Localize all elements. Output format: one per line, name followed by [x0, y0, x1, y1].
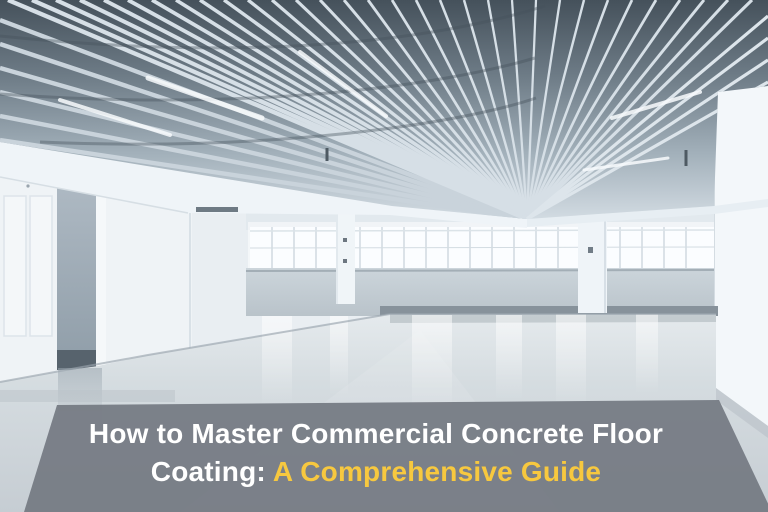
- ceiling-slat: [199, 0, 528, 219]
- floor-base-reflection: [390, 314, 716, 323]
- right-wall-base-shadow: [716, 388, 768, 438]
- ceiling-slat: [525, 14, 768, 219]
- ceiling-cross-rails: [0, 4, 546, 146]
- ceiling-slat: [525, 0, 538, 219]
- right-wall-bright-face: [714, 84, 768, 470]
- ceiling-slat: [510, 0, 529, 219]
- window-pillar-center: [578, 208, 607, 313]
- ceiling-slat: [127, 0, 528, 219]
- ceiling-slat: [0, 137, 528, 219]
- title-text: How to Master Commercial Concrete Floor …: [0, 415, 760, 491]
- sill-shadow-line: [245, 269, 715, 272]
- ceiling-slat: [342, 0, 529, 219]
- ceiling-slat: [390, 0, 529, 219]
- window-top-frame: [249, 229, 715, 232]
- ceiling: [0, 0, 768, 219]
- ceiling-slat: [0, 41, 528, 219]
- left-column: [57, 170, 106, 370]
- window-reflections: [262, 314, 658, 410]
- ceiling-slat: [246, 0, 529, 219]
- ceiling-slat: [270, 0, 529, 219]
- ceiling-slats: [0, 0, 768, 219]
- title-line2-prefix: Coating:: [150, 456, 273, 487]
- ceiling-light-strips: [58, 50, 702, 172]
- ceiling-slat: [175, 0, 528, 219]
- floor-shadow-band: [0, 390, 175, 402]
- ceiling-slat: [462, 0, 529, 219]
- soffit-shadow-edge: [0, 176, 189, 214]
- ceiling-slat: [366, 0, 529, 219]
- ceiling-slat: [525, 0, 634, 219]
- ceiling-slat: [526, 58, 768, 219]
- ceiling-slat: [525, 0, 610, 219]
- ceiling-slat: [151, 0, 528, 219]
- ceiling-slat: [318, 0, 529, 219]
- ceiling-slat: [525, 0, 706, 219]
- ceiling-slat: [526, 36, 768, 219]
- window-mid-rail: [249, 246, 715, 249]
- ceiling-slat: [525, 0, 562, 219]
- soffit-band-left: [0, 142, 527, 228]
- ceiling-slat: [525, 0, 658, 219]
- ceiling-slat: [438, 0, 529, 219]
- ceiling-slat: [0, 89, 528, 219]
- dark-baseboard: [380, 306, 718, 316]
- wall-base-line: [0, 313, 716, 383]
- ceiling-slat: [0, 65, 528, 219]
- ceiling-slat: [486, 0, 529, 219]
- window-pillar-left: [336, 212, 355, 304]
- title-line2: Coating: A Comprehensive Guide: [0, 453, 760, 491]
- linear-diffuser: [196, 207, 238, 212]
- ceiling-slat: [294, 0, 529, 219]
- title-line2-highlight: A Comprehensive Guide: [272, 456, 602, 487]
- ceiling-slat: [0, 113, 528, 219]
- title-line1: How to Master Commercial Concrete Floor: [88, 418, 664, 449]
- ceiling-slat: [525, 0, 682, 219]
- ceiling-slat: [525, 0, 730, 219]
- ceiling-slat: [525, 0, 586, 219]
- ceiling-slat: [414, 0, 529, 219]
- soffit-band-right: [527, 199, 768, 227]
